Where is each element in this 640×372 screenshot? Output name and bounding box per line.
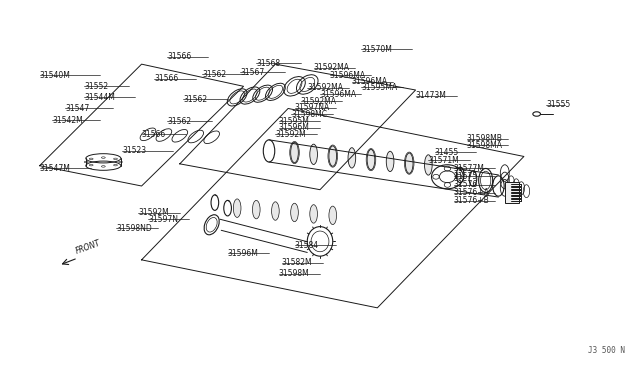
Ellipse shape	[234, 199, 241, 217]
Text: 31566: 31566	[141, 130, 166, 139]
Text: 31577M: 31577M	[454, 164, 484, 173]
Text: 31592M: 31592M	[275, 130, 306, 139]
Text: 31547M: 31547M	[40, 164, 70, 173]
Text: 31592MA: 31592MA	[307, 83, 343, 92]
Text: 31571M: 31571M	[428, 155, 459, 165]
Ellipse shape	[252, 201, 260, 219]
Text: J3 500 N: J3 500 N	[588, 346, 625, 355]
Text: 31562: 31562	[202, 70, 226, 78]
Text: 31566: 31566	[154, 74, 179, 83]
Text: 31575: 31575	[454, 172, 478, 181]
Ellipse shape	[405, 153, 413, 173]
Text: 31582M: 31582M	[282, 258, 312, 267]
Text: 31592M: 31592M	[138, 208, 169, 217]
Text: 31542M: 31542M	[52, 116, 83, 125]
Text: 31596MA: 31596MA	[352, 77, 388, 86]
Bar	[505, 182, 519, 203]
Text: 31598MA: 31598MA	[467, 141, 502, 150]
Text: 31567: 31567	[241, 68, 264, 77]
Text: 31592MA: 31592MA	[314, 63, 349, 72]
Text: 31576+A: 31576+A	[454, 188, 490, 197]
Ellipse shape	[291, 203, 298, 222]
Ellipse shape	[291, 142, 298, 163]
Ellipse shape	[424, 155, 432, 175]
Text: 31576: 31576	[454, 180, 478, 189]
Text: 31596M: 31596M	[228, 249, 259, 258]
Text: 31455: 31455	[435, 148, 459, 157]
Text: 31562: 31562	[183, 95, 207, 104]
Text: 31597NA: 31597NA	[294, 103, 330, 112]
Text: 31598M: 31598M	[278, 269, 309, 278]
Ellipse shape	[387, 151, 394, 171]
Text: 31598MC: 31598MC	[291, 110, 327, 119]
Text: 31473M: 31473M	[415, 91, 447, 100]
Text: 31595MA: 31595MA	[362, 83, 397, 92]
Text: 31568: 31568	[256, 59, 280, 68]
Ellipse shape	[348, 148, 356, 168]
Text: 31544M: 31544M	[84, 93, 115, 102]
Ellipse shape	[367, 150, 375, 170]
Text: 31540M: 31540M	[40, 71, 70, 80]
Text: 31555: 31555	[546, 100, 570, 109]
Ellipse shape	[271, 202, 279, 220]
Text: 31598MB: 31598MB	[467, 134, 502, 143]
Text: 31576+B: 31576+B	[454, 196, 490, 205]
Text: 31595M: 31595M	[278, 116, 310, 125]
Text: 31566: 31566	[167, 52, 191, 61]
Text: 31598ND: 31598ND	[116, 224, 152, 233]
Text: 31596MA: 31596MA	[320, 90, 356, 99]
Text: 31596M: 31596M	[278, 123, 310, 132]
Text: 31597N: 31597N	[148, 215, 178, 224]
Ellipse shape	[329, 146, 337, 166]
Text: 31552: 31552	[84, 82, 108, 91]
Text: 31562: 31562	[167, 117, 191, 126]
Ellipse shape	[329, 206, 337, 225]
Text: 31592MA: 31592MA	[301, 97, 337, 106]
Text: 31584: 31584	[294, 241, 319, 250]
Text: 31547: 31547	[65, 104, 90, 113]
Text: 31596MA: 31596MA	[330, 71, 365, 80]
Text: 31570M: 31570M	[362, 45, 392, 54]
Ellipse shape	[310, 144, 317, 164]
Text: FRONT: FRONT	[75, 239, 102, 256]
Ellipse shape	[310, 205, 317, 223]
Text: 31523: 31523	[122, 147, 147, 155]
